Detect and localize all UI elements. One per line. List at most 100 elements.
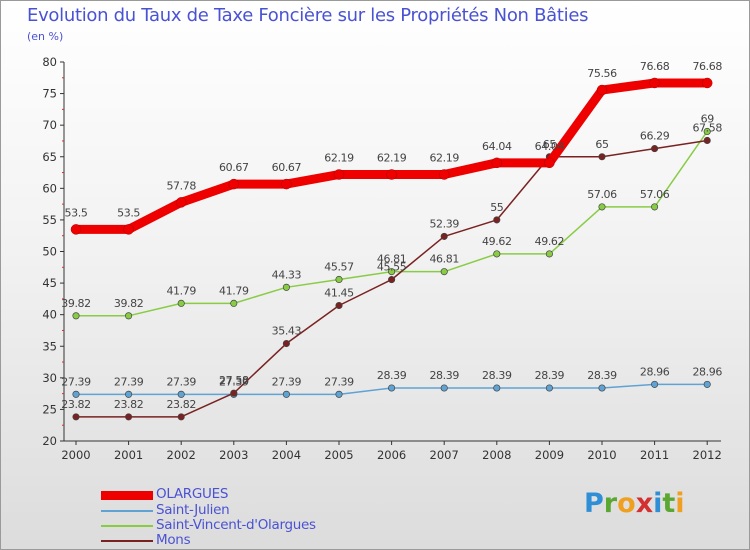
y-tick-label: 20 [42, 434, 57, 448]
data-point [175, 197, 187, 208]
data-label: 57.78 [166, 179, 196, 192]
data-label: 28.39 [535, 369, 565, 382]
data-label: 27.39 [114, 375, 144, 388]
x-tick-label: 2003 [219, 448, 248, 462]
data-point [281, 178, 292, 190]
x-tick-label: 2006 [377, 448, 406, 462]
data-label: 65 [595, 138, 609, 151]
y-tick-label: 35 [42, 339, 57, 353]
logo-letter: r [603, 488, 618, 519]
data-point [125, 390, 133, 398]
proxiti-logo: Proxiti [584, 488, 685, 519]
data-label: 41.79 [166, 284, 196, 297]
data-label: 62.19 [429, 151, 459, 164]
data-point [544, 157, 555, 169]
data-label: 62.19 [377, 151, 407, 164]
data-label: 64.04 [482, 140, 512, 153]
data-label: 69 [701, 112, 715, 125]
data-point [125, 413, 133, 421]
data-label: 45.55 [377, 261, 407, 274]
y-tick-label: 75 [42, 87, 57, 101]
data-label: 46.81 [429, 253, 459, 266]
data-point [335, 301, 343, 310]
data-label: 64.04 [535, 140, 565, 153]
data-point [333, 169, 345, 180]
data-label: 57.06 [640, 188, 670, 201]
legend-swatch-saint-vincent [101, 525, 153, 527]
x-tick-label: 2012 [693, 448, 722, 462]
data-label: 66.29 [640, 130, 670, 143]
logo-letter: x [635, 488, 654, 519]
x-tick-label: 2011 [640, 448, 669, 462]
data-point [282, 390, 290, 398]
data-label: 67.58 [692, 121, 722, 134]
data-label: 75.56 [587, 67, 617, 80]
y-tick-label: 50 [42, 245, 57, 259]
chart-subtitle: (en %) [27, 30, 64, 43]
data-point [440, 268, 448, 276]
data-label: 53.5 [117, 206, 140, 219]
data-point [177, 299, 185, 307]
y-tick-label: 70 [42, 118, 57, 132]
data-label: 49.62 [482, 235, 512, 248]
legend-swatch-olargues [101, 491, 153, 500]
data-point [177, 390, 185, 398]
data-label: 27.39 [166, 375, 196, 388]
data-label: 57.06 [587, 188, 617, 201]
data-point [388, 384, 396, 392]
data-point [651, 380, 659, 388]
data-label: 23.82 [61, 398, 91, 411]
data-label: 76.68 [640, 60, 670, 73]
legend-label-mons: Mons [156, 532, 191, 548]
data-label: 28.96 [640, 365, 670, 378]
data-point [703, 127, 711, 136]
data-label: 39.82 [114, 297, 144, 310]
data-point [596, 84, 608, 96]
data-label: 65 [543, 138, 557, 151]
y-tick-label: 65 [42, 150, 57, 164]
data-point [72, 413, 80, 421]
data-label: 27.39 [61, 375, 91, 388]
data-point [649, 77, 660, 89]
data-point [493, 250, 501, 258]
data-label: 27.58 [219, 374, 249, 387]
data-label: 39.82 [61, 297, 91, 310]
legend-label-saint-julien: Saint-Julien [156, 502, 230, 518]
x-tick-label: 2009 [535, 448, 564, 462]
data-point [703, 380, 711, 388]
data-label: 28.39 [587, 369, 617, 382]
data-label: 60.67 [219, 161, 249, 174]
logo-letter: i [675, 488, 685, 519]
legend-swatch-saint-julien [101, 510, 153, 512]
data-point [230, 299, 238, 307]
logo-letter: P [584, 488, 604, 519]
data-point [545, 250, 553, 258]
data-label: 23.82 [166, 398, 196, 411]
data-point [651, 203, 659, 211]
x-tick-label: 2001 [114, 448, 143, 462]
data-label: 23.82 [114, 398, 144, 411]
data-label: 60.67 [272, 161, 302, 174]
data-point [335, 390, 343, 398]
data-label: 52.39 [429, 217, 459, 230]
logo-letter: o [617, 488, 636, 519]
data-label: 46.81 [377, 253, 407, 266]
chart-title: Evolution du Taux de Taxe Foncière sur l… [27, 5, 589, 26]
y-tick-label: 25 [42, 402, 57, 416]
data-point [388, 276, 396, 284]
data-point [125, 312, 133, 320]
data-label: 27.39 [324, 375, 354, 388]
data-label: 27.39 [219, 375, 249, 388]
x-tick-label: 2007 [430, 448, 459, 462]
data-point [438, 169, 450, 180]
data-point [440, 384, 448, 392]
data-point [72, 312, 80, 320]
data-point [491, 157, 503, 169]
data-point [545, 384, 553, 392]
x-tick-label: 2002 [167, 448, 196, 462]
data-label: 28.39 [377, 369, 407, 382]
data-label: 76.68 [692, 60, 722, 73]
data-point [282, 339, 290, 348]
data-point [493, 216, 501, 224]
logo-letter: i [653, 488, 663, 519]
